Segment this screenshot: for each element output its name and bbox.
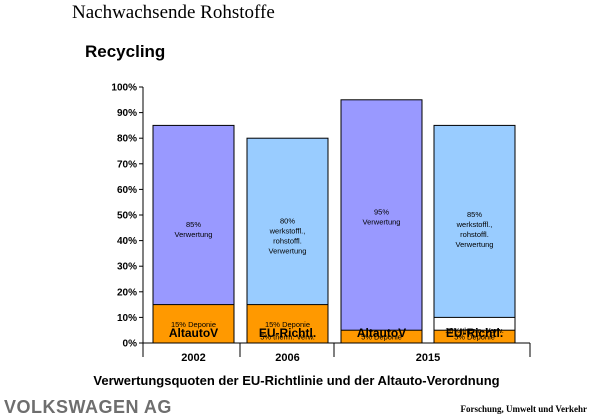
chart-title: Recycling xyxy=(85,42,166,61)
x-group-label: 2015 xyxy=(416,352,440,364)
bar-category-label: EU-Richtl. xyxy=(446,326,503,340)
y-tick-label: 40% xyxy=(117,236,137,247)
y-tick-label: 90% xyxy=(117,108,137,119)
bar-category-label: AltautoV xyxy=(169,326,218,340)
segment-data-label: 85% Verwertung xyxy=(175,220,213,239)
bar-segment xyxy=(152,304,235,344)
y-tick-label: 10% xyxy=(117,313,137,324)
page-title: Nachwachsende Rohstoffe xyxy=(72,2,275,23)
bar-segment xyxy=(246,304,329,344)
bar-segment xyxy=(340,329,423,344)
segment-data-label: 10% therm. Verw. xyxy=(445,326,504,335)
y-tick-label: 30% xyxy=(117,262,137,273)
segment-data-label: 15% Deponie xyxy=(171,320,216,329)
y-tick-label: 100% xyxy=(111,83,137,94)
y-tick-label: 60% xyxy=(117,185,137,196)
segment-data-label: 80% werkstoffl., rohstoffl. Verwertung xyxy=(269,217,307,256)
bar-segment xyxy=(433,124,516,344)
segment-data-label: 95% Verwertung xyxy=(363,207,401,226)
x-axis-title: Verwertungsquoten der EU-Richtlinie und … xyxy=(93,373,500,388)
bar-segment xyxy=(433,329,516,344)
x-group-label: 2006 xyxy=(275,352,299,364)
y-tick-label: 20% xyxy=(117,287,137,298)
y-tick-label: 50% xyxy=(117,211,137,222)
x-group-label: 2002 xyxy=(181,352,205,364)
segment-data-label: 5% therm. Verw. xyxy=(260,333,315,342)
brand-logo-text: VOLKSWAGEN AG xyxy=(4,397,172,417)
segment-data-label: 85% werkstoffl., rohstoffl. Verwertung xyxy=(456,210,494,249)
segment-data-label: 5% Deponie xyxy=(454,333,495,342)
y-tick-label: 0% xyxy=(123,339,138,350)
bar-category-label: AltautoV xyxy=(357,326,406,340)
y-tick-label: 70% xyxy=(117,159,137,170)
y-tick-label: 80% xyxy=(117,134,137,145)
bar-category-label: EU-Richtl. xyxy=(259,326,316,340)
segment-data-label: 15% Deponie xyxy=(265,320,310,329)
department-label: Forschung, Umwelt und Verkehr xyxy=(460,404,587,414)
segment-data-label: 5% Deponie xyxy=(361,333,402,342)
